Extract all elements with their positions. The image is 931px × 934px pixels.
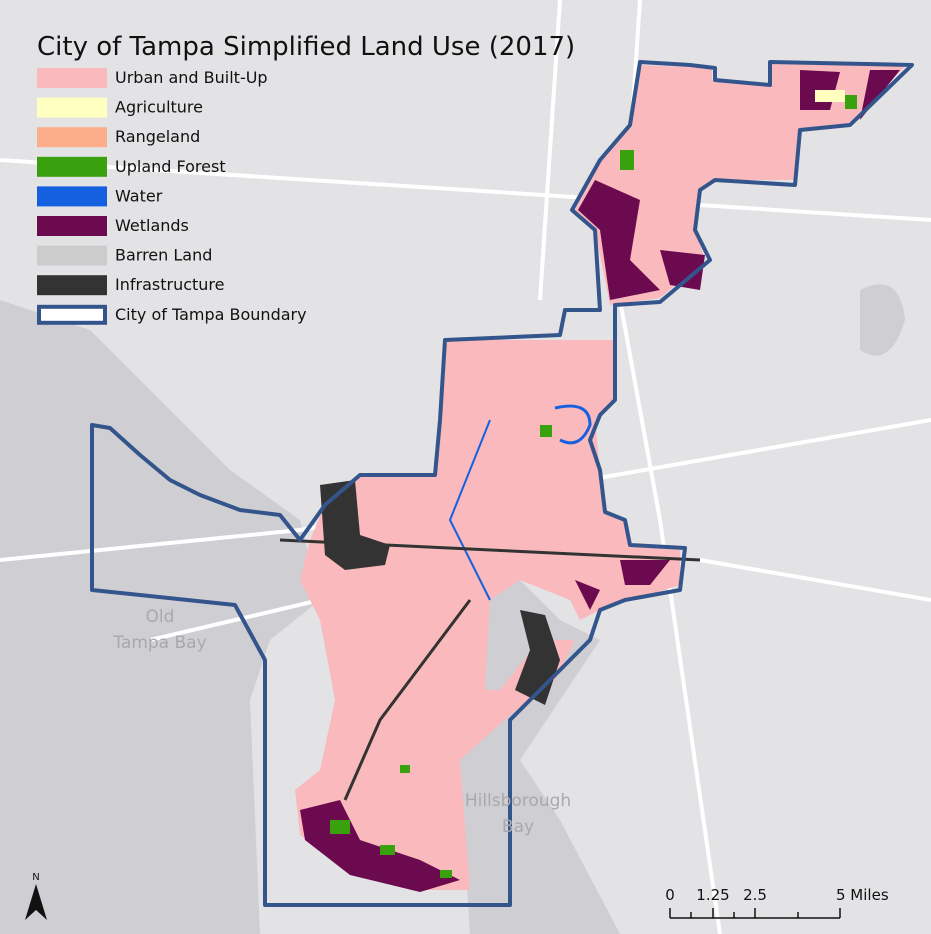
legend-swatch: [37, 304, 107, 325]
legend-swatch: [37, 68, 107, 88]
legend-swatch: [37, 245, 107, 266]
place-label: Hillsborough: [465, 791, 571, 811]
legend-swatch: [37, 127, 107, 148]
scale-label: 2.5: [743, 886, 767, 904]
scale-label: 1.25: [696, 886, 729, 904]
legend-label: Urban and Built-Up: [115, 68, 268, 87]
legend-label: Wetlands: [115, 216, 189, 235]
city-boundary: [90, 60, 914, 907]
scale-labels: 0 1.25 2.5 5 Miles: [665, 886, 889, 904]
legend-label: Agriculture: [115, 98, 203, 117]
legend: Urban and Built-Up Agriculture Rangeland Up…: [37, 68, 307, 325]
map-title: City of Tampa Simplified Land Use (2017): [37, 32, 575, 62]
north-label: N: [32, 872, 39, 883]
land-use: [279, 64, 905, 892]
scale-label: 5 Miles: [836, 886, 889, 904]
legend-label: Rangeland: [115, 127, 200, 146]
scale-bar: [669, 908, 841, 919]
legend-swatch: [37, 97, 107, 118]
legend-label: Water: [115, 186, 163, 205]
legend-swatch: [37, 156, 107, 177]
legend-swatch: [37, 186, 107, 207]
legend-label: City of Tampa Boundary: [115, 305, 307, 324]
place-label: Old: [146, 607, 175, 627]
legend-swatch: [37, 275, 107, 296]
legend-label: Infrastructure: [115, 275, 224, 294]
north-arrow: [25, 884, 47, 920]
scale-label: 0: [665, 886, 675, 904]
legend-label: Upland Forest: [115, 157, 226, 176]
place-label: Tampa Bay: [112, 633, 206, 653]
place-label: Bay: [502, 817, 534, 837]
legend-label: Barren Land: [115, 246, 212, 265]
legend-swatch: [37, 216, 107, 236]
